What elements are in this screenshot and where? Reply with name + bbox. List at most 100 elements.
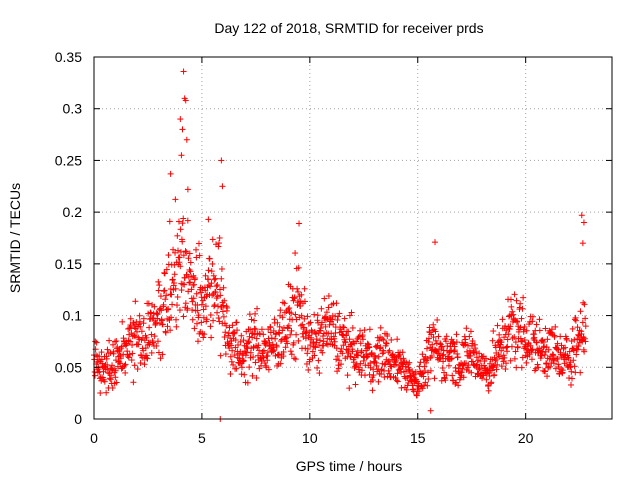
data-point [518,364,525,371]
data-point [372,355,379,362]
data-point [148,349,155,356]
data-point [334,316,341,323]
data-point [507,323,514,330]
data-point [190,295,197,302]
data-point [546,355,553,362]
y-tick-label: 0.05 [55,359,82,375]
data-point [159,351,166,358]
data-point [288,327,295,334]
data-point [356,332,363,339]
data-point [579,319,586,326]
data-point [106,375,113,382]
data-point [219,183,226,190]
data-point [443,333,450,340]
plot-frame [93,56,613,420]
data-point [396,366,403,373]
data-point [503,360,510,367]
data-point [527,342,534,349]
data-point [110,350,117,357]
x-tick-label: 20 [518,430,534,446]
data-point [221,297,228,304]
data-point [285,306,292,313]
data-point [523,359,530,366]
data-point [549,351,556,358]
data-point [346,336,353,343]
data-point [284,325,291,332]
data-point [397,355,404,362]
data-point [311,352,318,359]
data-point [300,333,307,340]
data-point [251,325,258,332]
data-point [570,347,577,354]
y-tick-label: 0.35 [55,49,82,65]
data-point [444,343,451,350]
data-point [500,345,507,352]
data-point [385,357,392,364]
data-point [292,311,299,318]
data-point [247,326,254,333]
data-point [298,291,305,298]
data-point [191,281,198,288]
data-point [333,345,340,352]
data-point [304,350,311,357]
data-point [183,248,190,255]
data-point [213,283,220,290]
data-point [165,305,172,312]
data-point [283,334,290,341]
data-point [465,362,472,369]
data-point [214,309,221,316]
data-point [193,290,200,297]
data-point [233,319,240,326]
data-point [238,371,245,378]
data-point [386,370,393,377]
data-point [394,336,401,343]
data-point [325,293,332,300]
data-point [517,300,524,307]
data-point [427,407,434,414]
data-point [113,379,120,386]
data-point [364,340,371,347]
data-point [548,326,555,333]
data-point [218,157,225,164]
data-point [335,365,342,372]
data-point [167,170,174,177]
data-point [246,311,253,318]
data-point [513,364,520,371]
data-point [551,333,558,340]
data-point [182,300,189,307]
data-point [195,312,202,319]
data-point [510,311,517,318]
data-point [202,303,209,310]
data-point [207,312,214,319]
data-point [227,370,234,377]
data-point [415,380,422,387]
data-point [214,282,221,289]
data-point [287,348,294,355]
data-point [180,313,187,320]
data-point [358,349,365,356]
data-point [325,304,332,311]
data-point [453,339,460,346]
data-point [211,301,218,308]
data-point [268,335,275,342]
data-point [490,328,497,335]
data-point [552,323,559,330]
data-point [440,358,447,365]
data-point [503,344,510,351]
data-point [230,361,237,368]
data-point [513,297,520,304]
data-point [341,338,348,345]
data-point [431,375,438,382]
data-point [103,355,110,362]
data-point [140,347,147,354]
data-point [125,325,132,332]
data-point [241,371,248,378]
data-point [260,347,267,354]
data-point [353,361,360,368]
data-point [288,351,295,358]
data-point [505,331,512,338]
data-point [184,217,191,224]
data-point [294,285,301,292]
data-point [380,336,387,343]
data-point [333,356,340,363]
